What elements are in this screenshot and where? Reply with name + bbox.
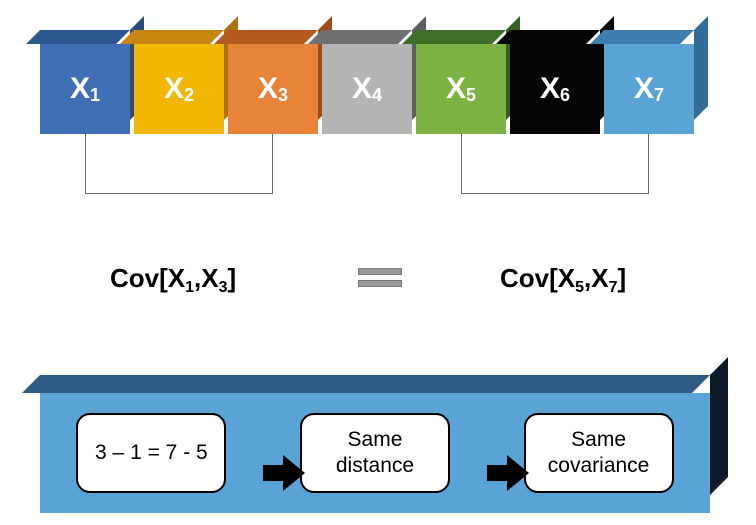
- diagram-canvas: X1X2X3X4X5X6X7 Cov[X1,X3] Cov[X5,X7] 3 –…: [0, 0, 756, 525]
- equals-icon: [358, 268, 402, 292]
- covariance-label-left: Cov[X1,X3]: [110, 263, 236, 294]
- bracket-2: [461, 134, 649, 194]
- covariance-label-right: Cov[X5,X7]: [500, 263, 626, 294]
- cube-label: X5: [416, 44, 506, 134]
- cube-x3: X3: [228, 30, 318, 120]
- cube-x6: X6: [510, 30, 600, 120]
- cube-label: X2: [134, 44, 224, 134]
- conclusion-chip-3: Samecovariance: [524, 413, 674, 493]
- cube-x1: X1: [40, 30, 130, 120]
- cube-x2: X2: [134, 30, 224, 120]
- conclusion-chip-1: 3 – 1 = 7 - 5: [76, 413, 226, 493]
- cube-label: X4: [322, 44, 412, 134]
- cube-x4: X4: [322, 30, 412, 120]
- cube-x5: X5: [416, 30, 506, 120]
- cube-label: X7: [604, 44, 694, 134]
- cube-label: X3: [228, 44, 318, 134]
- cube-label: X1: [40, 44, 130, 134]
- cube-label: X6: [510, 44, 600, 134]
- bracket-1: [85, 134, 273, 194]
- conclusion-bar-front: 3 – 1 = 7 - 5 Samedistance Samecovariance: [40, 393, 710, 513]
- conclusion-chip-2: Samedistance: [300, 413, 450, 493]
- cube-x7: X7: [604, 30, 694, 120]
